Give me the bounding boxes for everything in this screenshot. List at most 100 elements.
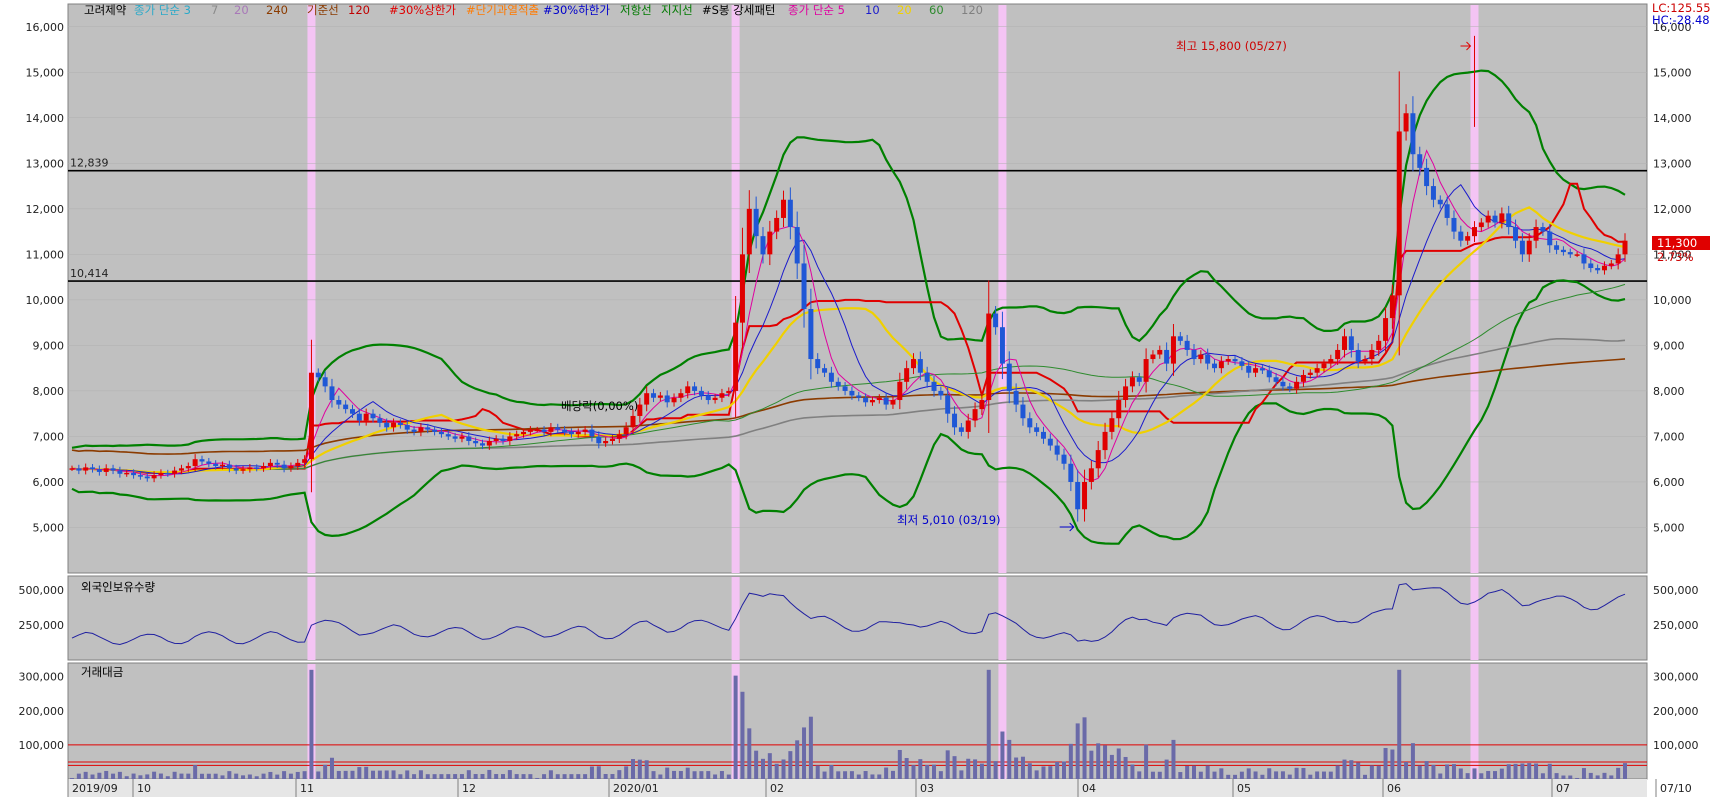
value-bar — [733, 675, 738, 779]
value-bar — [897, 749, 902, 779]
candle-body — [869, 400, 875, 403]
value-bar — [877, 774, 882, 779]
value-bar — [1424, 761, 1429, 779]
legend-entry: 20 — [897, 3, 912, 17]
candle-body — [582, 429, 588, 432]
candle-body — [452, 436, 458, 439]
value-bar — [1383, 747, 1388, 779]
value-bar — [918, 759, 923, 779]
value-bar — [699, 771, 704, 779]
time-axis-background — [68, 779, 1647, 797]
value-bar — [938, 771, 943, 779]
candle-body — [952, 413, 958, 428]
value-bar — [384, 770, 389, 779]
value-bar — [1267, 768, 1272, 779]
value-bar — [391, 770, 396, 779]
value-bar — [1096, 743, 1101, 779]
candle-body — [158, 472, 164, 476]
value-bar — [754, 750, 759, 779]
candle-body — [185, 466, 191, 469]
value-bar — [131, 773, 136, 779]
candle-body — [774, 217, 780, 232]
candlesticks — [69, 35, 1628, 532]
baseline — [71, 182, 1625, 474]
event-highlight-0 — [307, 577, 316, 660]
value-bar — [979, 763, 984, 779]
value-bar — [1253, 771, 1258, 779]
candle-body — [356, 413, 362, 421]
candle-body — [521, 431, 527, 435]
candle-body — [1581, 254, 1587, 264]
value-bar — [97, 772, 102, 779]
value-bar — [336, 770, 341, 779]
value-bar — [1602, 772, 1607, 779]
price-tick-label-left: 16,000 — [26, 21, 65, 34]
value-bar — [432, 774, 437, 779]
candle-body — [213, 463, 219, 467]
value-bar — [1301, 767, 1306, 779]
value-bar — [890, 770, 895, 779]
value-tick-label-left: 200,000 — [19, 705, 65, 718]
candle-body — [630, 415, 636, 428]
value-bar — [172, 771, 177, 779]
candle-body — [1129, 377, 1135, 387]
candle-body — [377, 418, 383, 423]
value-bar — [836, 771, 841, 779]
value-bar — [624, 766, 629, 779]
candle-body — [828, 372, 834, 382]
candle-body — [90, 467, 96, 470]
foreign-tick-label-left: 250,000 — [19, 619, 65, 632]
candle-body — [1554, 245, 1560, 250]
price-tick-label-right: 8,000 — [1653, 385, 1685, 398]
legend-entry: 120 — [348, 3, 370, 17]
candle-body — [1519, 240, 1525, 255]
value-bar — [1226, 774, 1231, 779]
low-annotation: 최저 5,010 (03/19) — [897, 513, 1001, 527]
candle-body — [131, 472, 137, 476]
value-bar — [412, 774, 417, 779]
legend-entry: 240 — [266, 3, 288, 17]
ma-240 — [71, 358, 1626, 455]
low-arrow-icon — [1059, 522, 1075, 532]
candle-body — [541, 429, 547, 432]
candle-body — [1410, 113, 1416, 155]
value-bar — [973, 759, 978, 779]
value-bar — [439, 774, 444, 779]
price-tick-label-left: 11,000 — [26, 248, 65, 261]
candle-body — [1116, 400, 1122, 419]
candle-body — [1184, 340, 1190, 350]
value-bar — [480, 773, 485, 779]
time-tick-label: 03 — [920, 782, 934, 795]
candle-body — [192, 459, 198, 467]
price-tick-label-right: 16,000 — [1653, 21, 1692, 34]
value-bar — [569, 774, 574, 779]
candle-body — [308, 372, 314, 460]
candle-body — [1369, 349, 1375, 360]
time-tick-label: 06 — [1387, 782, 1401, 795]
value-tick-label-right: 300,000 — [1653, 671, 1699, 684]
candle-body — [1335, 349, 1341, 360]
value-bar — [1356, 762, 1361, 779]
legend-entry: #단기과열적출 — [466, 3, 539, 17]
high-annotation: 최고 15,800 (05/27) — [1176, 39, 1287, 53]
candle-body — [1540, 227, 1546, 232]
candle-body — [137, 475, 143, 477]
value-bar — [1274, 771, 1279, 779]
candle-body — [958, 427, 964, 432]
value-tick-label-left: 100,000 — [19, 739, 65, 752]
value-bar — [658, 774, 663, 779]
candle-body — [1328, 359, 1334, 364]
candle-body — [794, 227, 800, 264]
value-bar — [726, 774, 731, 779]
candle-body — [172, 470, 178, 474]
value-bar — [206, 773, 211, 779]
candle-body — [288, 466, 294, 469]
candle-body — [1054, 445, 1060, 455]
time-tick-label: 10 — [137, 782, 151, 795]
candle-body — [1601, 265, 1607, 271]
value-bar — [1540, 773, 1545, 779]
value-bar — [1499, 768, 1504, 779]
price-reference-lines: 12,839 10,414 — [68, 157, 1647, 282]
candle-body — [767, 231, 773, 255]
candle-body — [1150, 354, 1156, 360]
